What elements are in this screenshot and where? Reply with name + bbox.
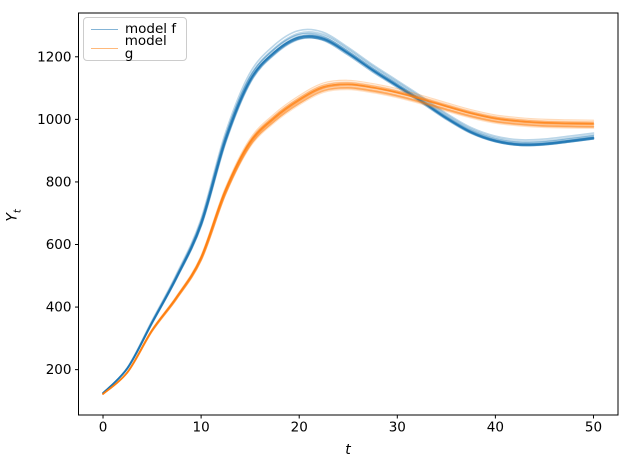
trajectory-model-f <box>102 28 595 394</box>
trajectory-model-g <box>102 87 595 395</box>
trajectory-model-f <box>102 37 595 394</box>
trajectory-model-g <box>102 85 595 395</box>
trajectory-model-f <box>102 32 595 394</box>
trajectory-model-g <box>102 88 595 395</box>
y-axis-label-sub: t <box>12 209 24 214</box>
trajectory-model-g <box>102 82 594 395</box>
trajectory-model-g <box>102 83 595 395</box>
trajectory-model-g <box>102 82 595 395</box>
legend: model f model g <box>83 17 187 61</box>
x-tick-label: 20 <box>291 420 308 436</box>
y-tick-label: 800 <box>46 174 72 190</box>
x-tick-label: 10 <box>193 420 210 436</box>
y-axis-label: Yt <box>5 125 24 305</box>
x-tick-label: 0 <box>99 420 108 436</box>
x-axis-ticks: 0 10 20 30 40 50 <box>99 415 602 436</box>
trajectory-model-g <box>102 85 595 395</box>
model-f-line-sample-icon <box>91 29 118 31</box>
trajectory-core-model-f <box>102 35 594 394</box>
trajectory-model-g <box>102 84 595 395</box>
trajectory-model-g <box>102 81 595 395</box>
y-tick-label: 600 <box>46 237 72 253</box>
y-tick-label: 200 <box>46 362 72 378</box>
trajectory-model-g <box>102 87 594 395</box>
trajectory-core-model-g <box>102 83 594 395</box>
y-tick-label: 400 <box>46 300 72 316</box>
trajectory-model-g <box>102 79 595 395</box>
legend-entry-model-f: model f <box>91 21 179 39</box>
x-tick-label: 30 <box>389 420 406 436</box>
legend-label-model-g: model g <box>124 32 167 63</box>
trajectory-model-g <box>102 87 595 395</box>
y-tick-label: 1000 <box>37 112 71 128</box>
trajectory-model-f <box>102 36 595 394</box>
curve-bundles <box>102 28 595 395</box>
trajectory-model-g <box>102 86 595 395</box>
legend-entry-model-g: model g <box>91 34 179 61</box>
x-tick-label: 50 <box>585 420 602 436</box>
trajectory-model-f <box>102 36 595 394</box>
trajectory-model-g <box>102 84 595 395</box>
trajectory-model-g <box>102 82 595 395</box>
trajectory-model-g <box>102 83 594 395</box>
axes-spines <box>78 12 619 416</box>
x-tick-label: 40 <box>487 420 504 436</box>
trajectory-model-f <box>102 37 595 394</box>
y-axis-ticks: 200 400 600 800 1000 1200 <box>37 49 79 378</box>
model-g-line-sample-icon <box>91 47 118 49</box>
legend-label-model-f: model f <box>125 20 177 37</box>
y-axis-label-base: Y <box>4 213 21 222</box>
y-tick-label: 1200 <box>37 49 71 65</box>
x-axis-label: t <box>345 442 351 458</box>
